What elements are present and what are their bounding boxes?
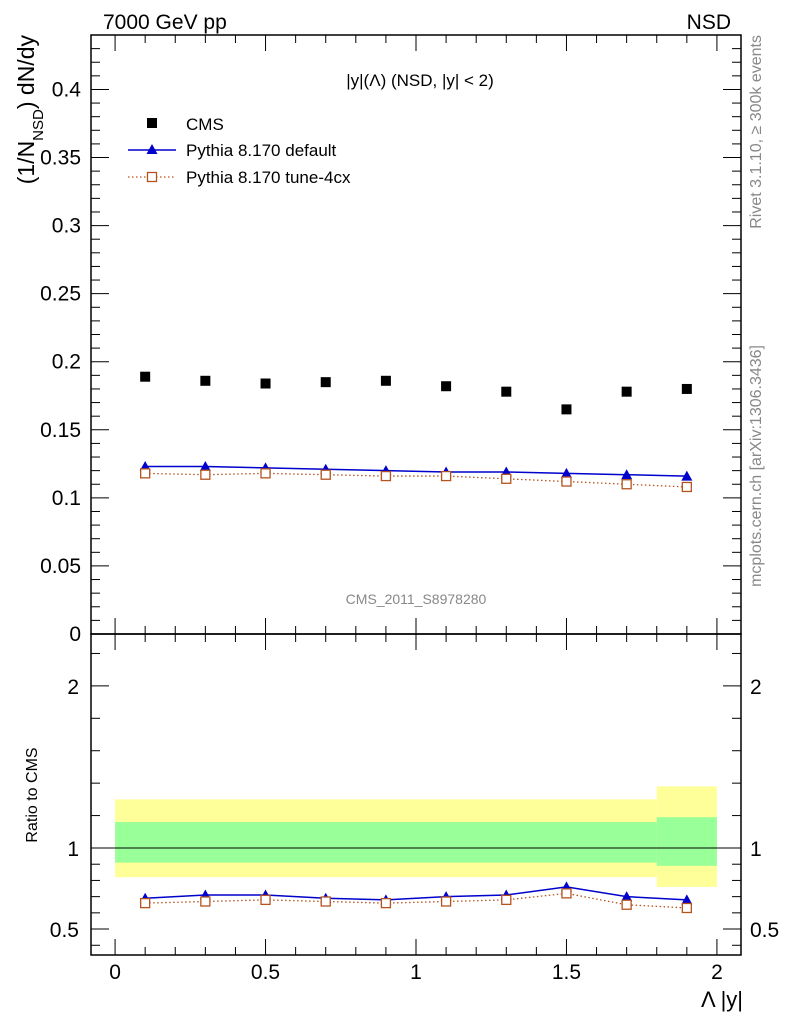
main-series-0-point-3 [320,377,331,388]
ratio-band-stat-1 [656,817,717,866]
legend-cms-marker [147,118,157,128]
main-panel [139,371,693,493]
main-series-1-line [145,465,687,477]
x-tick-label-3: 1.5 [552,961,581,984]
main-series-1-point-7 [560,467,572,478]
ratio-band-stat-0 [115,822,657,863]
main-ytick-label-5: 0.25 [40,283,81,306]
ratio-frame [90,633,742,956]
main-series-0-point-1 [200,375,211,386]
main-ytick-label-8: 0.4 [52,78,82,101]
main-ytick-label-6: 0.3 [52,215,81,238]
ratio-series-0-line [145,886,687,901]
main-series-0-point-7 [561,404,572,415]
main-series-0-point-9 [681,383,692,394]
plot-title: |y|(Λ) (NSD, |y| < 2) [346,71,494,90]
main-series-2-point-3 [320,469,331,480]
main-ytick-label-2: 0.1 [52,487,81,510]
main-ylabel-sub: NSD [30,109,47,141]
main-series-2-point-8 [621,479,632,490]
main-series-0-point-5 [441,381,452,392]
ratio-series-1-point-2 [260,894,271,906]
legend-tune-label: Pythia 8.170 tune-4cx [186,168,351,187]
main-series-1-point-8 [621,469,633,480]
main-series-2-point-0 [140,468,151,479]
main-ytick-label-1: 0.05 [40,555,81,578]
main-ytick-label-4: 0.2 [52,351,81,374]
rivet-label: Rivet 3.1.10, ≥ 300k events [748,35,765,229]
x-tick-label-1: 0.5 [251,961,280,984]
ratio-ytick-label-right-0: 0.5 [750,919,779,942]
main-series-0-point-4 [380,375,391,386]
ratio-series-1-line [145,892,687,909]
main-ylabel-post: ) dN/dy [13,35,39,110]
ratio-series-0-point-8 [621,891,633,902]
ratio-ytick-label-right-1: 1 [750,838,762,861]
legend-default-label: Pythia 8.170 default [186,141,337,160]
main-series-2-point-9 [681,481,692,493]
main-series-0-point-0 [140,371,151,382]
x-tick-label-4: 2 [711,961,723,984]
main-ytick-label-0: 0 [69,623,81,646]
main-series-0-point-2 [260,378,271,389]
header-left: 7000 GeV pp [103,11,227,34]
ratio-series-1-point-5 [440,896,452,907]
main-series-2-point-2 [260,468,271,479]
main-series-1-point-1 [199,461,211,472]
x-axis-title: Λ |y| [701,987,743,1012]
main-series-2-point-7 [561,476,572,487]
x-tick-label-2: 1 [410,961,422,984]
ratio-series-1-point-9 [681,902,692,914]
ratio-series-1-point-8 [621,899,632,910]
ratio-series-0-point-9 [681,894,693,905]
main-ytick-label-7: 0.35 [40,147,81,170]
ratio-series-1-point-0 [140,897,151,909]
main-ylabel: (1/NNSD) dN/dy [13,35,47,185]
main-series-2-line [145,472,687,488]
legend-tune-marker [146,171,158,183]
ratio-ylabel: Ratio to CMS [24,747,41,842]
ratio-series-1-point-1 [200,896,211,907]
legend-default-marker [146,144,158,154]
ratio-panel [91,786,741,914]
ratio-series-1-point-3 [320,896,331,907]
main-series-2-point-1 [200,469,211,480]
legend: CMS Pythia 8.170 default Pythia 8.170 tu… [128,115,351,187]
main-ytick-label-3: 0.15 [40,419,81,442]
analysis-label: CMS_2011_S8978280 [346,591,487,607]
main-ylabel-pre: (1/N [13,141,39,184]
axes-frame: 0 0.5 1 1.5 2 0 0.05 0.1 0.15 0.2 0.25 0.3 0.35 0.4 0.… [40,34,779,984]
ratio-ytick-label-2: 2 [67,676,79,699]
ratio-ytick-label-1: 1 [67,838,79,861]
main-series-2-point-4 [380,470,392,482]
main-series-0-point-6 [501,386,512,397]
ratio-series-1-point-7 [561,888,572,899]
main-series-2-point-6 [501,473,512,484]
legend-cms-label: CMS [186,115,224,134]
ratio-series-1-point-4 [380,897,392,909]
ratio-series-1-point-6 [501,894,512,906]
main-series-2-point-5 [440,470,452,482]
main-series-1-point-9 [681,470,693,481]
x-tick-label-0: 0 [109,961,121,984]
main-series-0-point-8 [621,386,632,397]
mcplots-label: mcplots.cern.ch [arXiv:1306.3436] [748,345,765,587]
ratio-ytick-label-0: 0.5 [50,919,79,942]
ratio-ytick-label-right-2: 2 [750,676,762,699]
header-right: NSD [687,11,731,34]
